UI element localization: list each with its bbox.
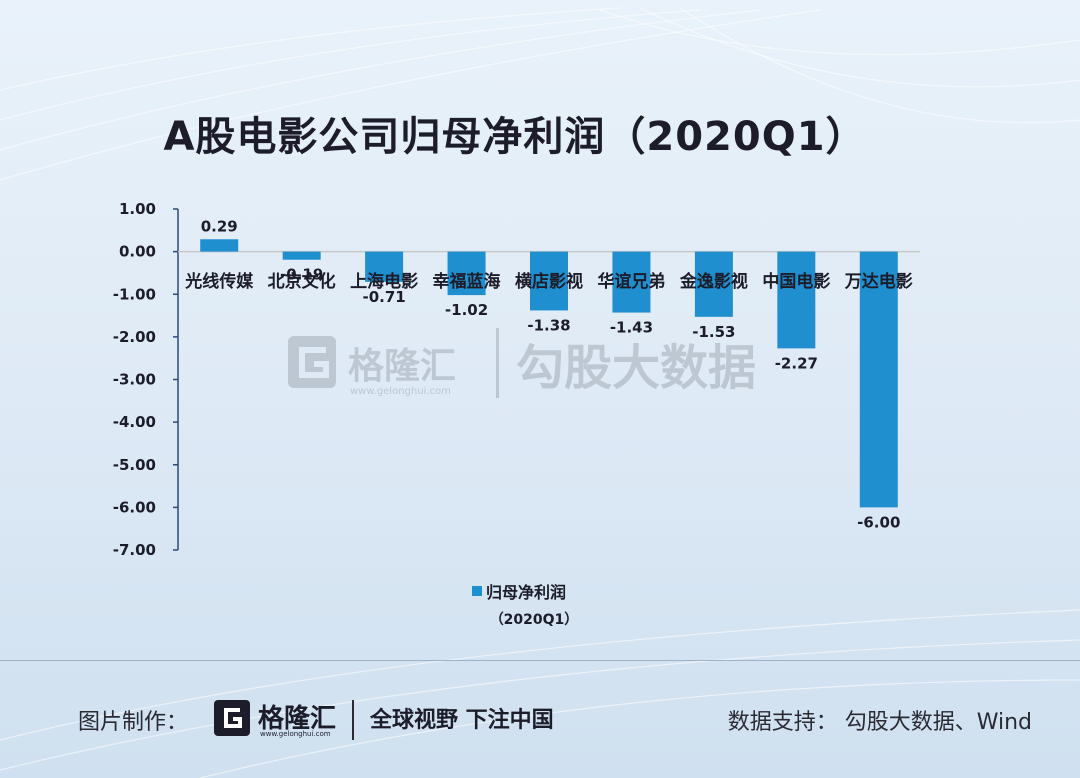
watermark-logo-mark xyxy=(299,347,329,378)
category-label: 光线传媒 xyxy=(184,271,254,292)
category-label: 横店影视 xyxy=(515,271,583,292)
gelonghui-logo-icon xyxy=(214,700,250,736)
watermark-logo-icon xyxy=(288,336,336,388)
footer-brand-url: www.gelonghui.com xyxy=(260,730,331,738)
bar xyxy=(859,251,898,508)
watermark-url: www.gelonghui.com xyxy=(350,386,451,397)
bar xyxy=(200,239,239,252)
bar xyxy=(612,251,651,313)
category-label: 万达电影 xyxy=(844,271,913,292)
data-label: -0.71 xyxy=(362,288,405,306)
data-label: -1.02 xyxy=(445,301,488,319)
y-tick-label: -2.00 xyxy=(113,328,156,346)
footer-slogan: 全球视野 下注中国 xyxy=(370,708,554,733)
bar xyxy=(365,251,404,282)
data-source: 数据支持： 勾股大数据、Wind xyxy=(727,710,1032,735)
legend-swatch xyxy=(472,586,482,596)
credit-label: 图片制作： xyxy=(78,710,189,735)
category-label: 北京文化 xyxy=(268,271,336,292)
data-label: -6.00 xyxy=(857,513,900,531)
footer-separator xyxy=(352,700,354,740)
data-label: -1.53 xyxy=(692,323,735,341)
bar xyxy=(447,251,486,296)
data-label: -1.38 xyxy=(527,316,570,334)
data-label: -0.19 xyxy=(280,266,323,284)
legend-label: 归母净利润 xyxy=(486,583,566,602)
data-label: -2.27 xyxy=(775,354,818,372)
category-label: 上海电影 xyxy=(350,271,418,292)
category-label: 华谊兄弟 xyxy=(597,271,665,292)
y-tick-label: 0.00 xyxy=(119,243,156,261)
footer: 图片制作： 格隆汇 www.gelonghui.com 全球视野 下注中国 数据… xyxy=(0,696,1080,746)
y-tick-label: -6.00 xyxy=(113,498,156,516)
chart-title: A股电影公司归母净利润（2020Q1） xyxy=(163,114,867,160)
data-label: -1.43 xyxy=(610,319,653,337)
watermark-brand: 格隆汇 xyxy=(348,346,456,387)
bar xyxy=(694,251,733,317)
y-tick-label: -3.00 xyxy=(113,371,156,389)
y-tick-label: -5.00 xyxy=(113,456,156,474)
category-label: 中国电影 xyxy=(762,271,830,292)
y-tick-label: -7.00 xyxy=(113,541,156,559)
y-tick-label: 1.00 xyxy=(119,200,156,218)
category-label: 金逸影视 xyxy=(679,271,748,292)
footer-brand: 格隆汇 xyxy=(258,704,337,734)
y-tick-label: -4.00 xyxy=(113,413,156,431)
y-tick-label: -1.00 xyxy=(113,285,156,303)
bar xyxy=(777,251,816,349)
legend-sublabel: （2020Q1） xyxy=(490,612,579,628)
category-label: 幸福蓝海 xyxy=(433,271,501,292)
watermark-separator xyxy=(496,328,499,398)
data-label: 0.29 xyxy=(201,217,238,235)
watermark-product: 勾股大数据 xyxy=(516,340,756,396)
bar xyxy=(530,251,568,311)
bar xyxy=(282,251,321,260)
footer-divider xyxy=(0,660,1080,661)
